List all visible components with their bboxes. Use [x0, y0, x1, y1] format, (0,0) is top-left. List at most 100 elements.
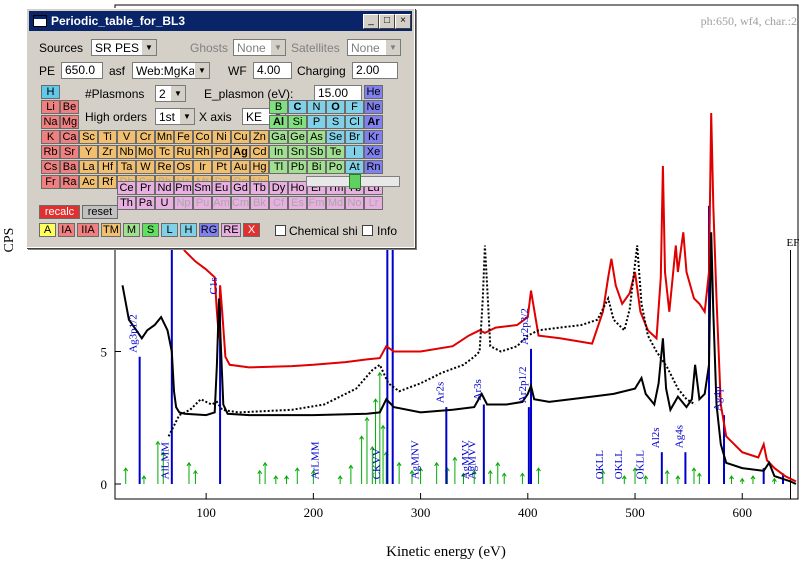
element-nd[interactable]: Nd: [155, 181, 174, 195]
element-f[interactable]: F: [345, 100, 364, 114]
wf-input[interactable]: 4.00: [253, 62, 292, 79]
element-ho[interactable]: Ho: [288, 181, 307, 195]
element-sc[interactable]: Sc: [79, 130, 98, 144]
element-lr[interactable]: Lr: [364, 196, 383, 210]
element-po[interactable]: Po: [326, 160, 345, 174]
element-ne[interactable]: Ne: [364, 100, 383, 114]
element-na[interactable]: Na: [41, 115, 60, 129]
group-button-h[interactable]: H: [180, 223, 197, 237]
element-es[interactable]: Es: [288, 196, 307, 210]
element-hg[interactable]: Hg: [250, 160, 269, 174]
chemical-shift-checkbox[interactable]: [275, 225, 286, 236]
element-fe[interactable]: Fe: [174, 130, 193, 144]
group-button-tm[interactable]: TM: [101, 223, 121, 237]
element-mn[interactable]: Mn: [155, 130, 174, 144]
element-w[interactable]: W: [136, 160, 155, 174]
close-button[interactable]: ×: [395, 14, 411, 29]
element-n[interactable]: N: [307, 100, 326, 114]
table-slider[interactable]: [306, 174, 400, 189]
element-bk[interactable]: Bk: [250, 196, 269, 210]
group-button-s[interactable]: S: [142, 223, 159, 237]
info-checkbox[interactable]: [362, 225, 373, 236]
element-os[interactable]: Os: [174, 160, 193, 174]
element-md[interactable]: Md: [326, 196, 345, 210]
element-sr[interactable]: Sr: [60, 145, 79, 159]
element-c[interactable]: C: [288, 100, 307, 114]
element-hf[interactable]: Hf: [98, 160, 117, 174]
element-in[interactable]: In: [269, 145, 288, 159]
high-orders-select[interactable]: 1st ▼: [155, 108, 195, 125]
charging-input[interactable]: 2.00: [352, 62, 398, 79]
element-cu[interactable]: Cu: [231, 130, 250, 144]
pe-input[interactable]: 650.0: [61, 62, 103, 79]
element-b[interactable]: B: [269, 100, 288, 114]
group-button-re[interactable]: RE: [221, 223, 241, 237]
element-no[interactable]: No: [345, 196, 364, 210]
window-titlebar[interactable]: Periodic_table_for_BL3 _ □ ×: [29, 11, 412, 31]
e-plasmon-input[interactable]: 15.00: [314, 85, 362, 102]
element-au[interactable]: Au: [231, 160, 250, 174]
element-y[interactable]: Y: [79, 145, 98, 159]
element-rb[interactable]: Rb: [41, 145, 60, 159]
element-sn[interactable]: Sn: [288, 145, 307, 159]
element-dy[interactable]: Dy: [269, 181, 288, 195]
element-ir[interactable]: Ir: [193, 160, 212, 174]
element-co[interactable]: Co: [193, 130, 212, 144]
element-gd[interactable]: Gd: [231, 181, 250, 195]
group-button-a[interactable]: A: [39, 223, 56, 237]
element-cf[interactable]: Cf: [269, 196, 288, 210]
element-ac[interactable]: Ac: [79, 175, 98, 189]
element-pu[interactable]: Pu: [193, 196, 212, 210]
element-ni[interactable]: Ni: [212, 130, 231, 144]
element-te[interactable]: Te: [326, 145, 345, 159]
element-i[interactable]: I: [345, 145, 364, 159]
element-zn[interactable]: Zn: [250, 130, 269, 144]
element-ca[interactable]: Ca: [60, 130, 79, 144]
reset-button[interactable]: reset: [82, 205, 118, 219]
element-pt[interactable]: Pt: [212, 160, 231, 174]
element-pr[interactable]: Pr: [136, 181, 155, 195]
element-tb[interactable]: Tb: [250, 181, 269, 195]
element-cl[interactable]: Cl: [345, 115, 364, 129]
element-zr[interactable]: Zr: [98, 145, 117, 159]
element-he[interactable]: He: [364, 85, 383, 99]
element-pm[interactable]: Pm: [174, 181, 193, 195]
element-k[interactable]: K: [41, 130, 60, 144]
group-button-iia[interactable]: IIA: [77, 223, 99, 237]
sources-select[interactable]: SR PES ▼: [91, 39, 157, 56]
element-sb[interactable]: Sb: [307, 145, 326, 159]
element-ta[interactable]: Ta: [117, 160, 136, 174]
element-p[interactable]: P: [307, 115, 326, 129]
element-h[interactable]: H: [41, 85, 60, 99]
element-nb[interactable]: Nb: [117, 145, 136, 159]
element-mg[interactable]: Mg: [60, 115, 79, 129]
element-cr[interactable]: Cr: [136, 130, 155, 144]
element-eu[interactable]: Eu: [212, 181, 231, 195]
element-bi[interactable]: Bi: [307, 160, 326, 174]
element-ag[interactable]: Ag: [231, 145, 250, 159]
element-la[interactable]: La: [79, 160, 98, 174]
recalc-button[interactable]: recalc: [39, 205, 80, 219]
element-pd[interactable]: Pd: [212, 145, 231, 159]
element-u[interactable]: U: [155, 196, 174, 210]
element-rh[interactable]: Rh: [193, 145, 212, 159]
minimize-button[interactable]: _: [363, 14, 379, 29]
slider-thumb[interactable]: [349, 174, 361, 189]
element-o[interactable]: O: [326, 100, 345, 114]
element-am[interactable]: Am: [212, 196, 231, 210]
element-kr[interactable]: Kr: [364, 130, 383, 144]
group-button-l[interactable]: L: [161, 223, 178, 237]
element-pa[interactable]: Pa: [136, 196, 155, 210]
element-mo[interactable]: Mo: [136, 145, 155, 159]
element-pb[interactable]: Pb: [288, 160, 307, 174]
element-cd[interactable]: Cd: [250, 145, 269, 159]
element-xe[interactable]: Xe: [364, 145, 383, 159]
element-th[interactable]: Th: [117, 196, 136, 210]
group-button-x[interactable]: X: [243, 223, 260, 237]
element-v[interactable]: V: [117, 130, 136, 144]
group-button-rg[interactable]: RG: [199, 223, 219, 237]
element-ru[interactable]: Ru: [174, 145, 193, 159]
element-np[interactable]: Np: [174, 196, 193, 210]
asf-select[interactable]: Web:MgKa ▼: [132, 62, 210, 79]
satellites-select[interactable]: None ▼: [347, 39, 401, 56]
